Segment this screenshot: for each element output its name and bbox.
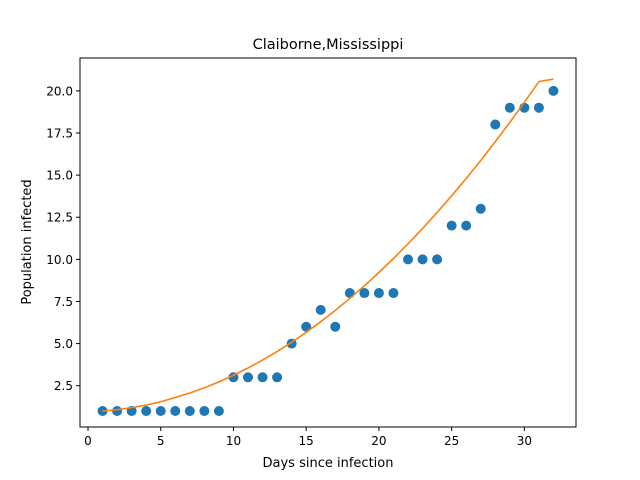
y-tick-label: 10.0	[46, 253, 73, 267]
plot-area	[97, 78, 559, 416]
scatter-point	[141, 405, 152, 416]
scatter-point	[315, 304, 326, 315]
scatter-point	[403, 254, 413, 265]
scatter-point	[373, 288, 384, 299]
x-tick-label: 5	[157, 434, 165, 448]
x-tick-label: 10	[226, 434, 241, 448]
scatter-point	[446, 220, 457, 231]
scatter-point	[243, 372, 253, 383]
scatter-point	[301, 321, 312, 332]
scatter-point	[475, 203, 486, 214]
scatter-point	[490, 119, 501, 130]
scatter-point	[213, 405, 224, 416]
y-axis-label: Population infected	[20, 179, 35, 304]
scatter-point	[112, 405, 123, 416]
x-tick-label: 25	[444, 434, 459, 448]
scatter-point	[548, 85, 559, 96]
scatter-point	[359, 288, 370, 299]
y-tick-label: 5.0	[54, 337, 73, 351]
axes-frame	[79, 57, 577, 428]
y-tick-label: 2.5	[54, 379, 73, 393]
scatter-point	[344, 288, 355, 299]
scatter-point	[461, 220, 472, 231]
scatter-point	[155, 405, 166, 416]
y-tick-label: 20.0	[46, 84, 73, 98]
scatter-point	[184, 405, 195, 416]
scatter-point	[504, 102, 515, 113]
x-tick-label: 15	[299, 434, 314, 448]
x-tick-label: 20	[371, 434, 386, 448]
scatter-point	[417, 254, 428, 265]
y-tick-label: 17.5	[46, 126, 73, 140]
scatter-point	[199, 405, 210, 416]
scatter-point	[388, 288, 399, 299]
scatter-point	[432, 254, 443, 265]
chart-title: Claiborne,Mississippi	[253, 37, 404, 53]
y-tick-label: 12.5	[46, 211, 73, 225]
x-axis-label: Days since infection	[263, 456, 394, 471]
x-axis: 0 5 10 15 20 25 30	[84, 427, 532, 448]
fit-curve-line	[102, 78, 554, 412]
y-axis: 2.5 5.0 7.5 10.0 12.5 15.0 17.5 20.0	[46, 84, 80, 393]
scatter-point	[170, 405, 181, 416]
scatter-point	[272, 372, 283, 383]
y-tick-label: 15.0	[46, 169, 73, 183]
y-tick-label: 7.5	[54, 295, 73, 309]
x-tick-label: 0	[84, 434, 92, 448]
scatter-point	[257, 372, 268, 383]
scatter-point	[533, 102, 544, 113]
x-tick-label: 30	[517, 434, 532, 448]
scatter-point	[330, 321, 341, 332]
